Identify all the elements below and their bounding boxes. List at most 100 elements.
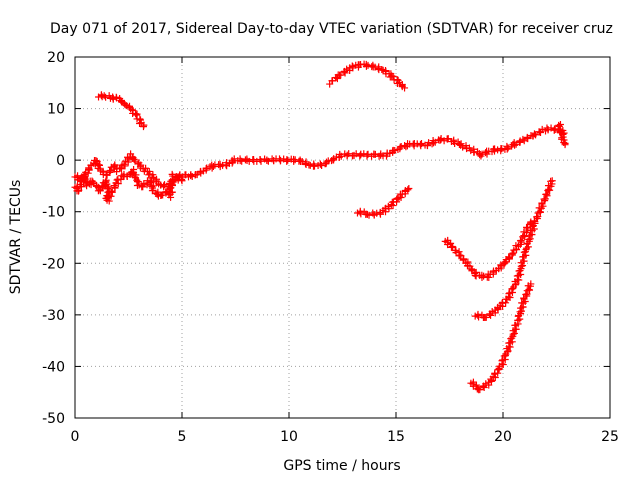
data-point (105, 197, 113, 205)
data-point (560, 129, 568, 137)
data-point (102, 93, 110, 101)
data-point (536, 208, 544, 216)
data-point (147, 178, 155, 186)
data-point (146, 179, 154, 187)
data-point (494, 366, 502, 374)
y-tick-label: -40 (42, 359, 65, 375)
data-point (452, 249, 460, 257)
x-tick-label: 25 (601, 429, 619, 445)
data-point (517, 307, 525, 315)
data-point (140, 180, 148, 188)
data-point (136, 119, 144, 127)
data-point (482, 149, 490, 157)
data-point (451, 140, 459, 148)
data-point (428, 140, 436, 148)
data-point (444, 241, 452, 249)
data-point (363, 210, 371, 218)
data-point (509, 249, 517, 257)
data-point (499, 361, 507, 369)
data-point (504, 144, 512, 152)
data-point (277, 156, 285, 164)
data-point (476, 386, 484, 394)
data-point (482, 380, 490, 388)
data-point (117, 164, 125, 172)
y-axis-label: SDTVAR / TECUs (8, 180, 24, 295)
data-point (75, 186, 83, 194)
data-point (480, 272, 488, 280)
data-point (526, 235, 534, 243)
data-point (113, 176, 121, 184)
data-point (472, 381, 480, 389)
data-point (523, 223, 531, 231)
data-point (456, 251, 464, 259)
data-point (501, 259, 509, 267)
data-point (98, 182, 106, 190)
data-point (516, 237, 524, 245)
data-point (525, 235, 533, 243)
data-point (362, 60, 370, 68)
y-tick-label: -10 (42, 205, 65, 221)
data-point (306, 161, 314, 169)
series-deep-arc-c (467, 280, 535, 394)
data-point (546, 186, 554, 194)
data-point (498, 357, 506, 365)
data-point (132, 111, 140, 119)
plot-frame (74, 56, 611, 419)
data-point (402, 143, 410, 151)
data-point (397, 194, 405, 202)
series-main-trend (71, 124, 567, 191)
series-deep-arc-a (441, 218, 535, 281)
data-point (447, 239, 455, 247)
x-tick-label: 5 (178, 429, 187, 445)
data-point (161, 181, 169, 189)
data-point (149, 186, 157, 194)
data-point (488, 307, 496, 315)
data-point (508, 250, 516, 258)
y-tick-label: 20 (47, 50, 65, 66)
series-high-arc-1 (95, 91, 148, 131)
data-point (139, 183, 147, 191)
data-point (469, 382, 477, 390)
data-point (505, 290, 513, 298)
data-point (520, 257, 528, 265)
data-point (120, 160, 128, 168)
data-point (532, 131, 540, 139)
data-point (472, 272, 480, 280)
data-point (238, 157, 246, 165)
data-point (130, 155, 138, 163)
data-point (459, 143, 467, 151)
data-point (530, 130, 538, 138)
data-point (328, 77, 336, 85)
data-point (108, 187, 116, 195)
data-point (263, 156, 271, 164)
x-tick-label: 10 (280, 429, 298, 445)
data-point (541, 197, 549, 205)
data-point (187, 172, 195, 180)
data-point (405, 185, 413, 193)
data-point (521, 233, 529, 241)
data-point (343, 65, 351, 73)
y-tick-label: -20 (42, 256, 65, 272)
data-point (491, 145, 499, 153)
data-point (527, 280, 535, 288)
data-point (337, 71, 345, 79)
y-tick-label: 0 (56, 153, 65, 169)
series-deep-arc-b (471, 177, 556, 322)
x-tick-label: 15 (387, 429, 405, 445)
x-tick-label: 20 (494, 429, 512, 445)
data-point (284, 156, 292, 164)
data-point (449, 243, 457, 251)
data-point (519, 262, 527, 270)
data-point (467, 147, 475, 155)
data-point (423, 142, 431, 150)
data-point (393, 194, 401, 202)
data-point (113, 168, 121, 176)
data-point (337, 152, 345, 160)
data-point (540, 195, 548, 203)
data-point (139, 123, 147, 131)
chart-title: Day 071 of 2017, Sidereal Day-to-day VTE… (50, 21, 613, 37)
series-end-cluster (555, 120, 569, 149)
data-point (505, 253, 513, 261)
tick-layer: 0 5 10 15 20 25 -50 -40 -30 -20 -10 0 10 20 (42, 50, 619, 445)
